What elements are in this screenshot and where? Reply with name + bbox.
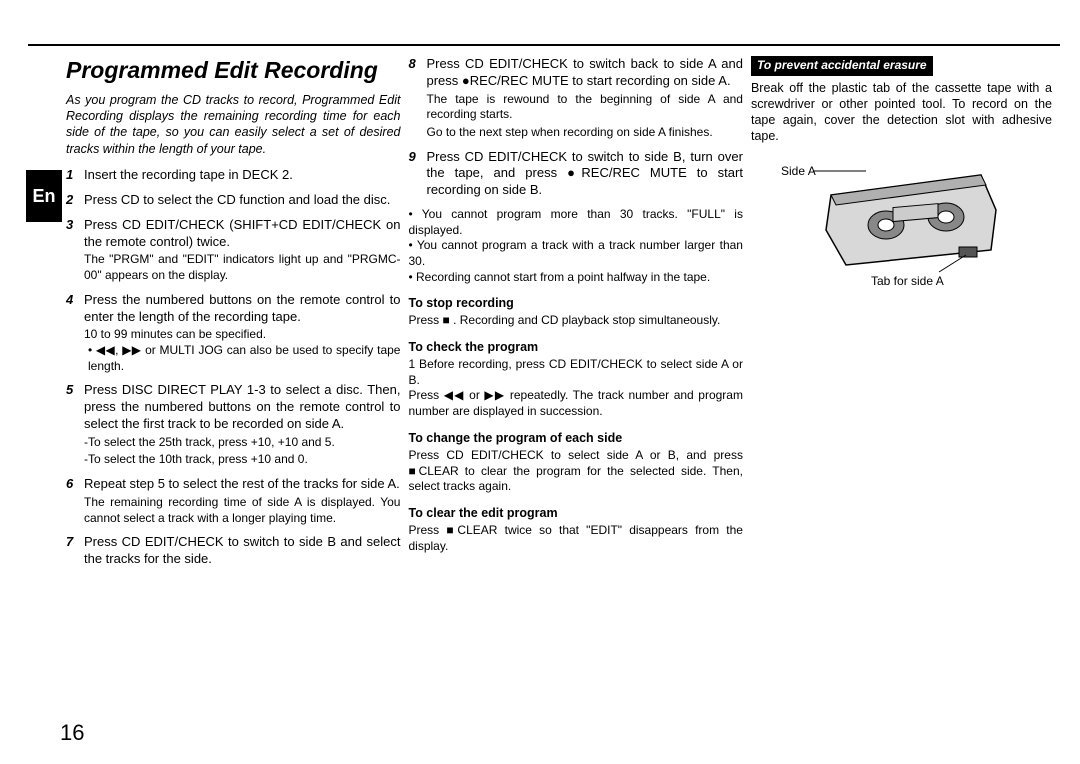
step-text: Insert the recording tape in DECK 2. — [84, 167, 400, 184]
sub-text: Press ■CLEAR twice so that "EDIT" disapp… — [408, 523, 742, 554]
subheading: To change the program of each side — [408, 430, 742, 446]
step-number: 7 — [66, 534, 84, 568]
caption-box: To prevent accidental erasure — [751, 56, 933, 76]
step-text: Press CD to select the CD function and l… — [84, 192, 400, 209]
note-line: • You cannot program more than 30 tracks… — [408, 207, 742, 238]
page-number: 16 — [60, 720, 84, 746]
step-2: 2 Press CD to select the CD function and… — [66, 192, 400, 209]
sub-text: Press ■ . Recording and CD playback stop… — [408, 313, 742, 329]
cassette-figure: Side A — [751, 157, 1052, 292]
step-bullet: • ◀◀, ▶▶ or MULTI JOG can also be used t… — [88, 343, 400, 374]
step-text: Press DISC DIRECT PLAY 1-3 to select a d… — [84, 382, 400, 433]
column-3: To prevent accidental erasure Break off … — [751, 56, 1060, 576]
step-note: 10 to 99 minutes can be specified. — [84, 327, 400, 343]
subheading: To stop recording — [408, 295, 742, 311]
step-number: 3 — [66, 217, 84, 284]
step-text: Press CD EDIT/CHECK to switch to side B … — [84, 534, 400, 568]
intro-text: As you program the CD tracks to record, … — [66, 92, 400, 157]
step-sub: -To select the 25th track, press +10, +1… — [84, 435, 400, 451]
step-text: Press the numbered buttons on the remote… — [84, 292, 400, 326]
step-5: 5 Press DISC DIRECT PLAY 1-3 to select a… — [66, 382, 400, 468]
step-1: 1 Insert the recording tape in DECK 2. — [66, 167, 400, 184]
step-note: Go to the next step when recording on si… — [426, 125, 742, 141]
cassette-svg: Side A — [751, 157, 1011, 287]
step-note: The remaining recording time of side A i… — [84, 495, 400, 526]
step-number: 5 — [66, 382, 84, 468]
step-note: The "PRGM" and "EDIT" indicators light u… — [84, 252, 400, 283]
step-number: 8 — [408, 56, 426, 141]
sub-text: Press ◀◀ or ▶▶ repeatedly. The track num… — [408, 388, 742, 419]
subheading: To check the program — [408, 339, 742, 355]
step-6: 6 Repeat step 5 to select the rest of th… — [66, 476, 400, 526]
section-title: Programmed Edit Recording — [66, 56, 400, 86]
sub-text: 1 Before recording, press CD EDIT/CHECK … — [408, 357, 742, 388]
note-line: • You cannot program a track with a trac… — [408, 238, 742, 269]
step-8: 8 Press CD EDIT/CHECK to switch back to … — [408, 56, 742, 141]
page-content: Programmed Edit Recording As you program… — [28, 44, 1060, 576]
step-text: Press CD EDIT/CHECK to switch to side B,… — [426, 149, 742, 200]
step-9: 9 Press CD EDIT/CHECK to switch to side … — [408, 149, 742, 200]
step-sub: -To select the 10th track, press +10 and… — [84, 452, 400, 468]
column-2: 8 Press CD EDIT/CHECK to switch back to … — [408, 56, 750, 576]
subheading: To clear the edit program — [408, 505, 742, 521]
step-text: Press CD EDIT/CHECK to switch back to si… — [426, 56, 742, 90]
sub-text: Press CD EDIT/CHECK to select side A or … — [408, 448, 742, 495]
step-7: 7 Press CD EDIT/CHECK to switch to side … — [66, 534, 400, 568]
step-number: 6 — [66, 476, 84, 526]
step-note: The tape is rewound to the beginning of … — [426, 92, 742, 123]
erasure-text: Break off the plastic tab of the cassett… — [751, 80, 1052, 145]
step-number: 1 — [66, 167, 84, 184]
step-text: Repeat step 5 to select the rest of the … — [84, 476, 400, 493]
column-1: Programmed Edit Recording As you program… — [66, 56, 408, 576]
step-number: 2 — [66, 192, 84, 209]
step-text: Press CD EDIT/CHECK (SHIFT+CD EDIT/CHECK… — [84, 217, 400, 251]
step-number: 4 — [66, 292, 84, 375]
step-3: 3 Press CD EDIT/CHECK (SHIFT+CD EDIT/CHE… — [66, 217, 400, 284]
label-tab: Tab for side A — [871, 274, 944, 287]
step-4: 4 Press the numbered buttons on the remo… — [66, 292, 400, 375]
label-side-a: Side A — [781, 164, 816, 178]
step-number: 9 — [408, 149, 426, 200]
note-line: • Recording cannot start from a point ha… — [408, 270, 742, 286]
